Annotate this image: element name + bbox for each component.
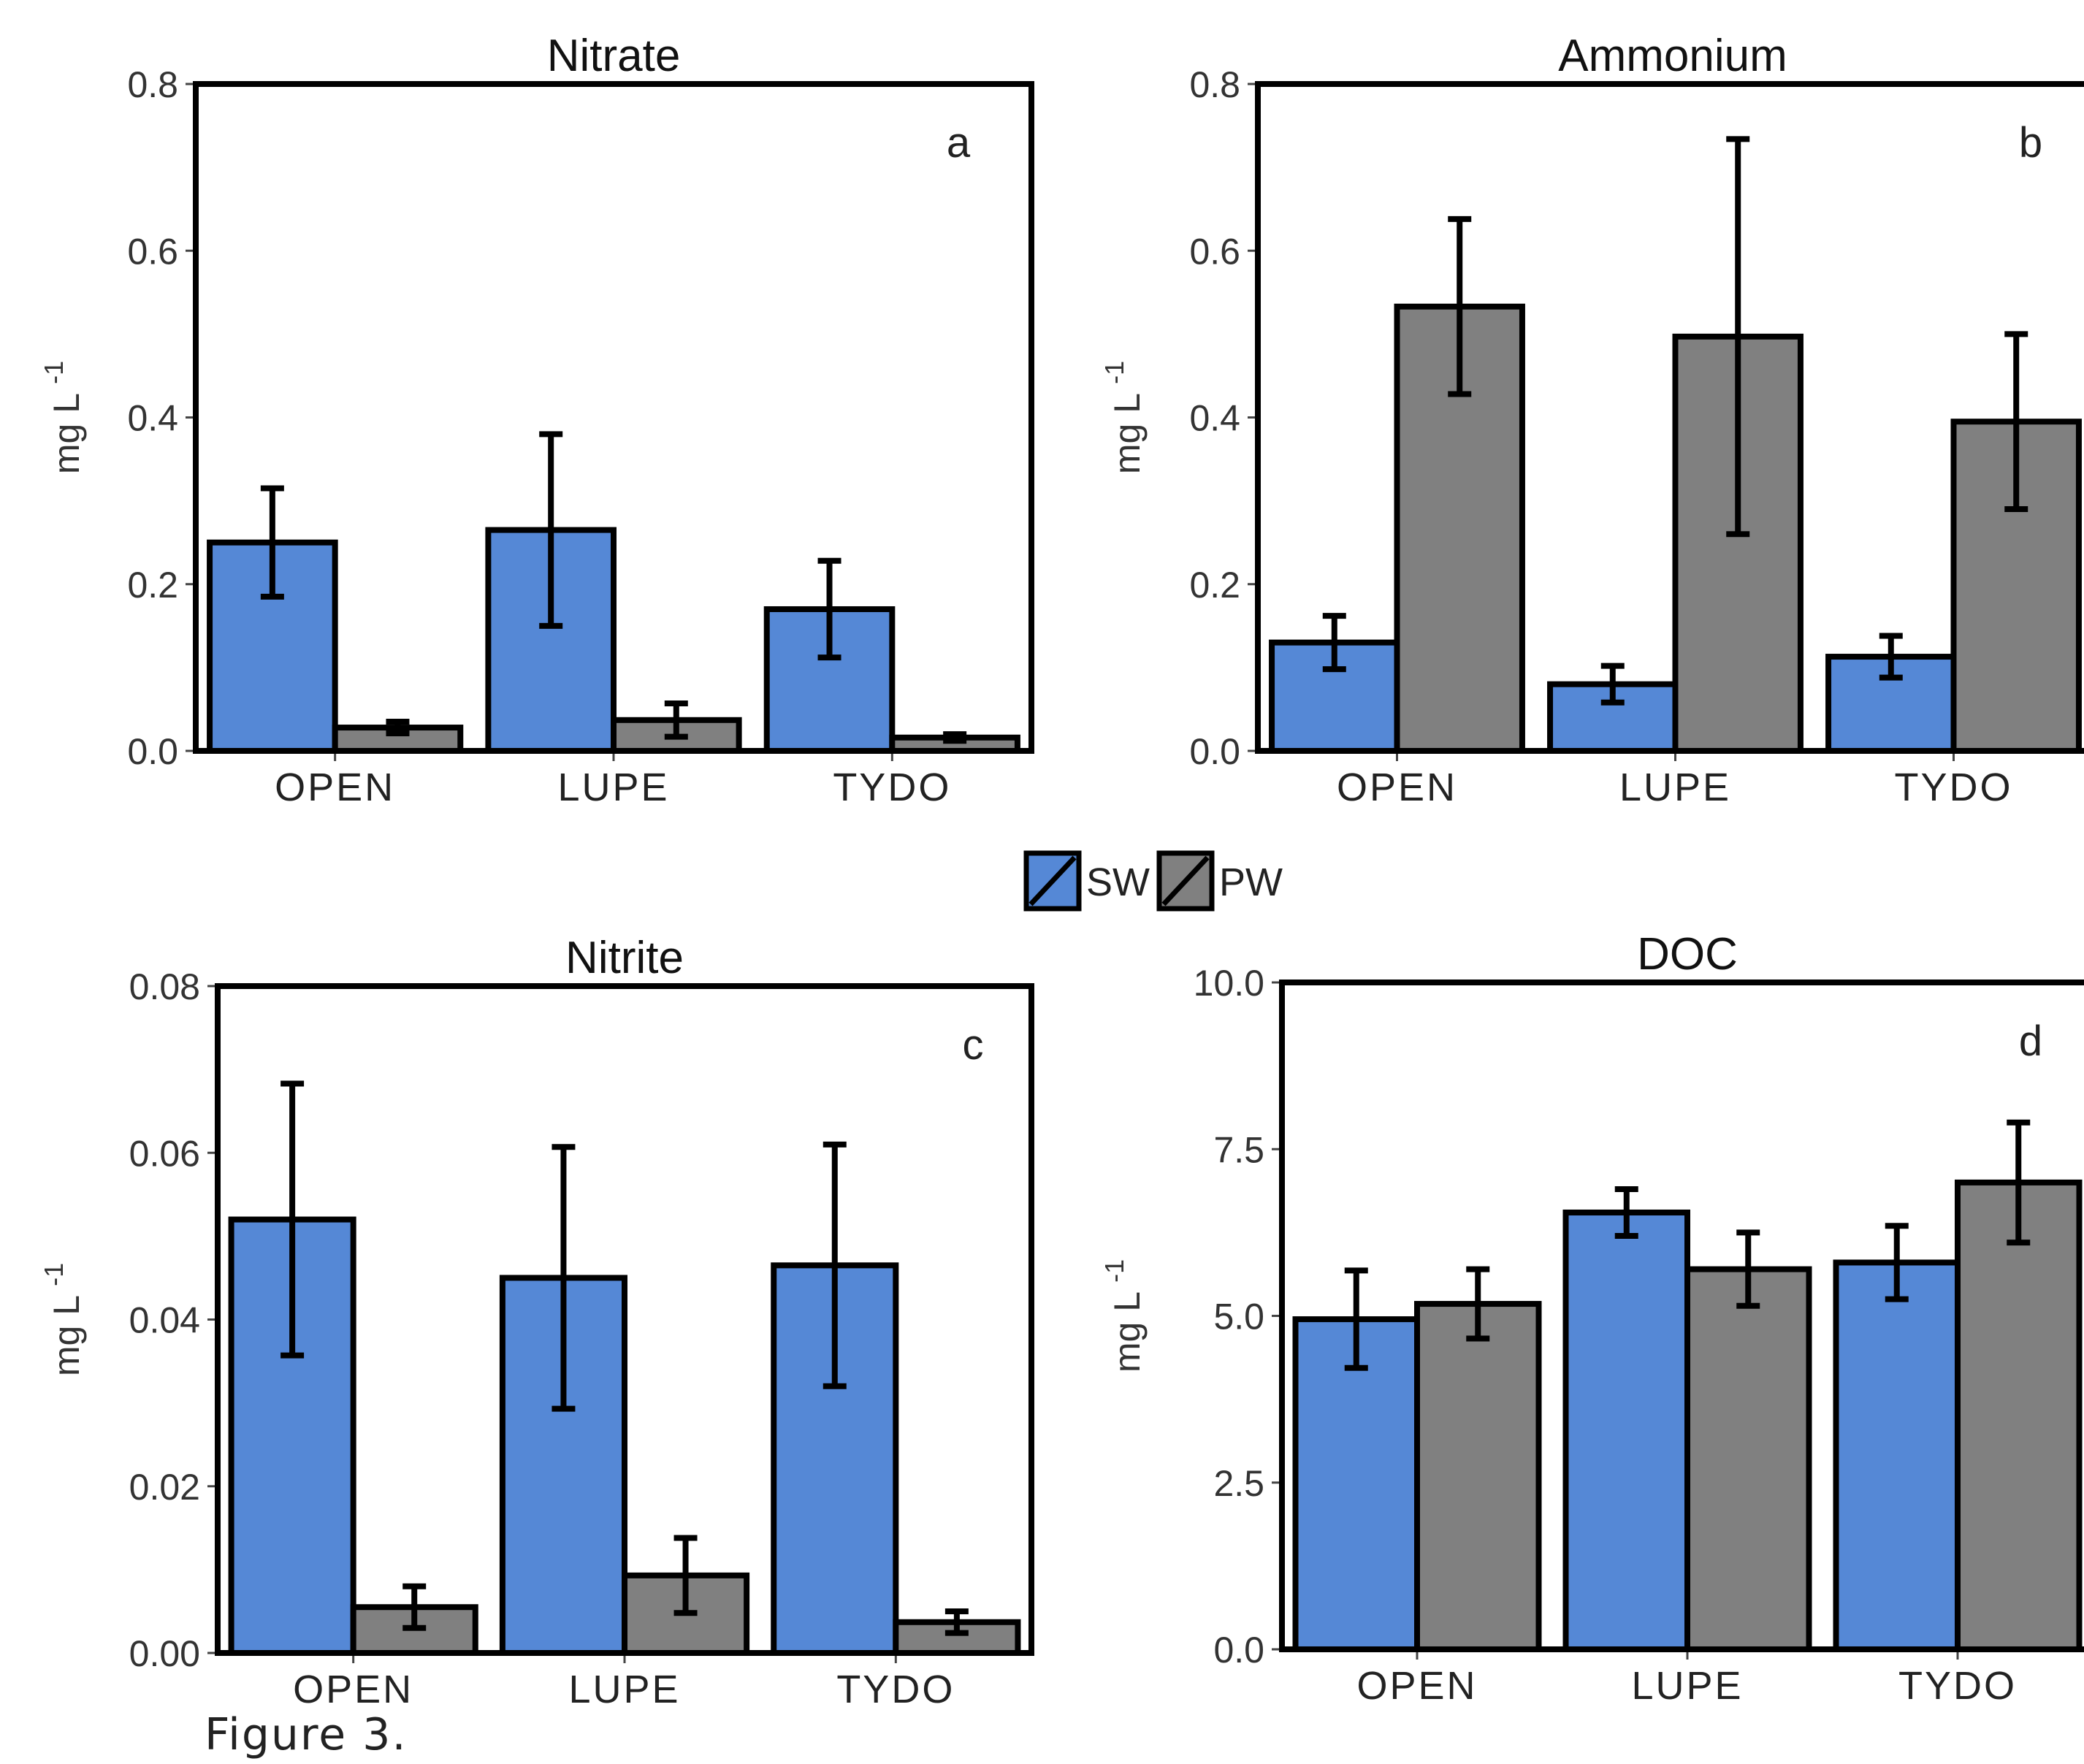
y-axis-label: mg L -1 [39, 361, 87, 474]
x-tick-label: OPEN [1337, 765, 1457, 809]
panel-nitrate: Nitrate 0.0 0.2 0.4 0.6 0.8 mg L -1 OPEN LUPE TYD… [39, 31, 1034, 809]
panel-letter: c [963, 1021, 984, 1069]
x-tick-label: OPEN [275, 765, 395, 809]
y-tick-label: 0.8 [1189, 64, 1240, 105]
y-tick-label: 0.4 [127, 398, 178, 439]
y-tick-label: 0.04 [129, 1300, 200, 1341]
panel-letter: b [2019, 119, 2042, 167]
legend-label-pw: PW [1219, 860, 1283, 904]
x-tick-label: TYDO [836, 1668, 955, 1711]
y-axis-label: mg L -1 [1099, 1259, 1148, 1372]
bar-sw-open [228, 1216, 356, 1657]
panel-letter: d [2019, 1017, 2042, 1065]
plot-frame [1279, 980, 2084, 1652]
legend-swatch-slash [1028, 855, 1077, 906]
x-tick-label: TYDO [833, 765, 951, 809]
legend-label-sw: SW [1086, 860, 1150, 904]
y-tick-label: 0.2 [127, 565, 178, 606]
y-tick-label: 0.06 [129, 1133, 200, 1174]
y-tick-label: 7.5 [1213, 1129, 1264, 1170]
x-tick-label: OPEN [293, 1668, 413, 1711]
legend: SW PW [1023, 850, 1283, 912]
y-tick-label: 0.0 [127, 731, 178, 772]
y-tick-label: 0.02 [129, 1467, 200, 1508]
x-tick-label: LUPE [557, 765, 669, 809]
y-tick-label: 5.0 [1213, 1297, 1264, 1337]
panel-letter: a [947, 119, 971, 167]
plot-frame [215, 983, 1034, 1656]
figure-caption: Figure 3. [205, 1709, 408, 1760]
legend-swatch-slash [1161, 855, 1210, 906]
y-tick-label: 10.0 [1194, 963, 1264, 1004]
plot-frame [193, 81, 1034, 754]
x-tick-label: TYDO [1898, 1664, 2017, 1708]
y-tick-label: 0.6 [127, 231, 178, 272]
panel-title: Nitrite [565, 933, 684, 983]
panel-doc: DOC 0.0 2.5 5.0 7.5 10.0 mg L -1 OPEN LUPE TYDO d [1099, 929, 2084, 1708]
y-tick-label: 2.5 [1213, 1463, 1264, 1504]
panel-title: Nitrate [547, 31, 681, 81]
panel-title: DOC [1637, 929, 1738, 980]
x-tick-label: OPEN [1356, 1664, 1477, 1708]
bar-pw-open [1414, 1301, 1542, 1653]
y-tick-label: 0.6 [1189, 231, 1240, 272]
y-axis-label: mg L -1 [1099, 361, 1148, 474]
y-tick-label: 0.0 [1213, 1630, 1264, 1671]
x-tick-label: LUPE [1619, 765, 1731, 809]
bar-sw-lupe [1562, 1209, 1690, 1652]
x-tick-label: TYDO [1894, 765, 2012, 809]
bar-pw-tydo [1955, 1179, 2083, 1652]
panel-title: Ammonium [1558, 31, 1787, 81]
y-tick-label: 0.00 [129, 1633, 200, 1674]
y-tick-label: 0.4 [1189, 398, 1240, 439]
x-tick-label: LUPE [1631, 1664, 1743, 1708]
bar-sw-tydo [1833, 1259, 1961, 1652]
y-tick-label: 0.8 [127, 64, 178, 105]
x-tick-label: LUPE [568, 1668, 680, 1711]
plot-frame [1255, 81, 2084, 754]
y-tick-label: 0.0 [1189, 731, 1240, 772]
panel-nitrite: Nitrite 0.00 0.02 0.04 0.06 0.08 mg L -1 OPEN LU… [39, 933, 1034, 1711]
panel-ammonium: Ammonium 0.0 0.2 0.4 0.6 0.8 mg L -1 OPEN LUPE TY… [1099, 31, 2084, 809]
y-tick-label: 0.08 [129, 966, 200, 1007]
y-axis-label: mg L -1 [39, 1263, 87, 1376]
bar-pw-lupe [1684, 1266, 1812, 1652]
y-tick-label: 0.2 [1189, 565, 1240, 606]
